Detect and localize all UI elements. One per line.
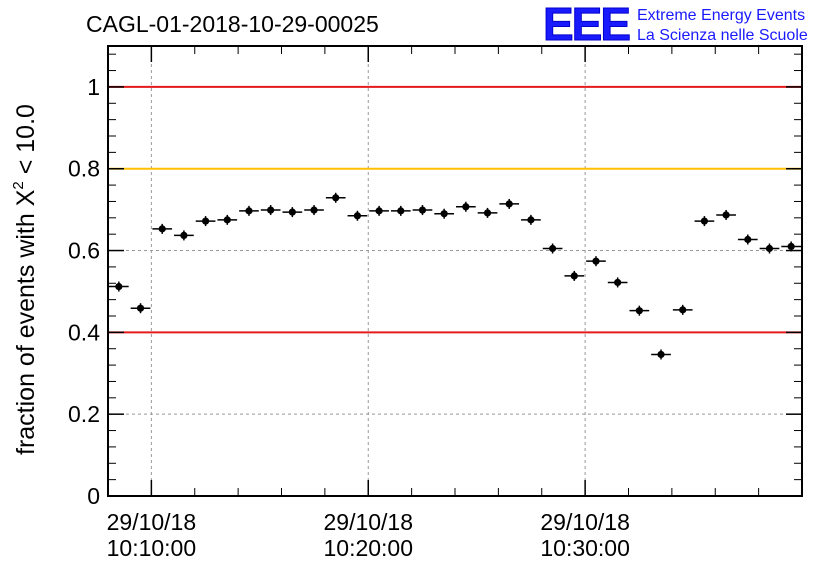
x-tick-time: 10:10:00 — [107, 535, 197, 561]
x-tick-date: 29/10/18 — [107, 509, 197, 535]
data-point — [369, 205, 389, 216]
tick-labels: 00.20.40.60.8129/10/1810:10:0029/10/1810… — [68, 74, 630, 561]
data-point-marker — [483, 209, 492, 217]
x-tick-date: 29/10/18 — [540, 509, 630, 535]
data-point — [152, 223, 173, 234]
data-point-marker — [548, 244, 557, 253]
data-point — [304, 205, 324, 216]
data-point — [607, 277, 628, 288]
data-point — [521, 214, 541, 225]
data-point — [260, 205, 281, 216]
y-tick-label: 1 — [87, 74, 100, 100]
data-point-marker — [765, 244, 774, 253]
y-tick-label: 0 — [87, 483, 100, 509]
data-point-marker — [201, 217, 210, 225]
data-point — [239, 205, 259, 216]
data-point-marker — [462, 203, 470, 211]
x-tick-time: 10:20:00 — [323, 535, 413, 561]
data-point — [217, 214, 238, 225]
data-point-marker — [614, 278, 622, 287]
data-point — [564, 270, 585, 281]
chart-title: CAGL-01-2018-10-29-00025 — [86, 11, 379, 37]
data-point — [737, 234, 758, 245]
data-point-marker — [332, 194, 340, 202]
data-point-marker — [744, 235, 752, 244]
data-point — [412, 205, 433, 216]
y-axis-label-suffix: < 10.0 — [12, 104, 40, 181]
axis-ticks — [108, 46, 802, 497]
data-point-marker — [722, 211, 730, 219]
data-point — [174, 230, 194, 241]
data-point-marker — [527, 216, 535, 224]
data-point-marker — [787, 242, 795, 251]
data-point-marker — [397, 207, 405, 215]
y-axis-label-symbol: X — [12, 189, 40, 206]
eee-logo: EEE Extreme Energy Events La Scienza nel… — [543, 0, 808, 51]
data-point — [325, 192, 346, 203]
data-point-marker — [592, 257, 600, 265]
data-point-marker — [223, 216, 231, 224]
data-point-marker — [310, 206, 318, 214]
data-point-marker — [570, 272, 578, 280]
data-point-marker — [245, 207, 253, 215]
logo-mark: EEE — [543, 0, 629, 50]
data-point — [716, 209, 736, 220]
data-point — [651, 349, 671, 360]
data-point-marker — [679, 306, 687, 314]
data-point-marker — [505, 200, 513, 208]
data-point-marker — [136, 304, 145, 312]
data-point — [586, 256, 606, 267]
y-tick-label: 0.4 — [68, 319, 100, 345]
data-point-marker — [657, 350, 665, 359]
data-point-marker — [418, 206, 427, 214]
x-tick-time: 10:30:00 — [540, 535, 630, 561]
data-point-marker — [158, 225, 166, 233]
y-tick-label: 0.2 — [68, 401, 100, 427]
logo-line-2: La Scienza nelle Scuole — [637, 27, 808, 44]
data-point-marker — [115, 282, 123, 291]
data-point-marker — [440, 210, 448, 218]
data-point-marker — [267, 206, 275, 214]
data-point — [456, 201, 476, 212]
data-point — [347, 210, 368, 221]
data-point — [781, 241, 801, 252]
data-point — [434, 208, 454, 219]
data-point — [694, 216, 715, 227]
data-series — [109, 192, 801, 360]
data-point — [477, 207, 498, 218]
data-point — [629, 305, 650, 316]
reference-lines — [108, 85, 802, 334]
x-tick-date: 29/10/18 — [323, 509, 413, 535]
logo-line-1: Extreme Energy Events — [637, 7, 805, 24]
plot-frame — [107, 45, 803, 497]
data-point-marker — [353, 212, 362, 220]
data-point — [542, 243, 563, 254]
data-point-marker — [288, 208, 296, 216]
y-axis-label-text: fraction of events with — [12, 213, 40, 455]
data-point — [130, 303, 151, 314]
data-point-marker — [180, 231, 188, 240]
data-point — [672, 304, 693, 315]
y-tick-label: 0.6 — [68, 238, 100, 264]
data-point — [759, 243, 780, 254]
data-point — [109, 281, 129, 292]
data-point-marker — [375, 207, 383, 215]
y-axis-label: fraction of events with X2 < 10.0 — [10, 104, 40, 455]
y-axis-label-exponent: 2 — [10, 181, 27, 189]
data-point-marker — [700, 217, 709, 225]
data-point — [390, 205, 411, 216]
data-point — [282, 207, 303, 218]
data-point-marker — [635, 307, 643, 315]
data-point — [499, 198, 520, 209]
grid — [108, 46, 802, 496]
y-tick-label: 0.8 — [68, 156, 100, 182]
data-point — [195, 216, 216, 227]
